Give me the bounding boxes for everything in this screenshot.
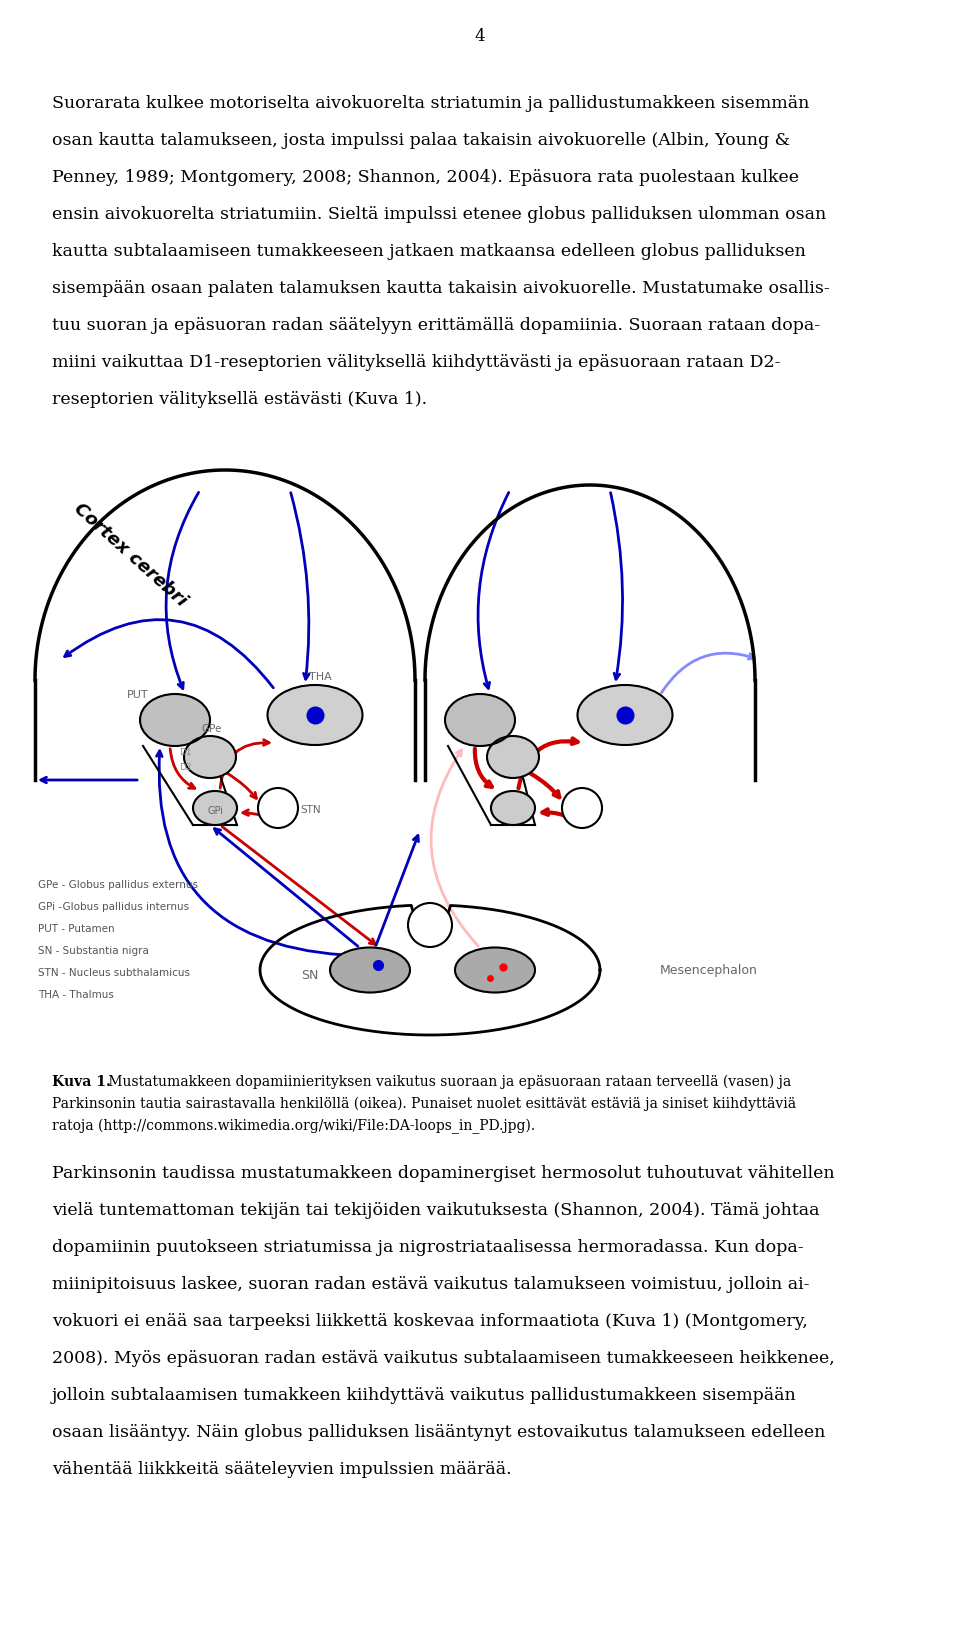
- Text: STN: STN: [300, 805, 321, 815]
- Text: vielä tuntemattoman tekijän tai tekijöiden vaikutuksesta (Shannon, 2004). Tämä j: vielä tuntemattoman tekijän tai tekijöid…: [52, 1202, 820, 1219]
- Text: Suorarata kulkee motoriselta aivokuorelta striatumin ja pallidustumakkeen sisemm: Suorarata kulkee motoriselta aivokuorelt…: [52, 94, 809, 112]
- Text: GPi: GPi: [207, 805, 223, 817]
- Text: 2008). Myös epäsuoran radan estävä vaikutus subtalaamiseen tumakkeeseen heikkene: 2008). Myös epäsuoran radan estävä vaiku…: [52, 1350, 835, 1367]
- Circle shape: [408, 903, 452, 947]
- Text: jolloin subtalaamisen tumakkeen kiihdyttävä vaikutus pallidustumakkeen sisempään: jolloin subtalaamisen tumakkeen kiihdytt…: [52, 1386, 797, 1404]
- Text: osan kautta talamukseen, josta impulssi palaa takaisin aivokuorelle (Albin, Youn: osan kautta talamukseen, josta impulssi …: [52, 132, 790, 150]
- Text: reseptorien välityksellä estävästi (Kuva 1).: reseptorien välityksellä estävästi (Kuva…: [52, 390, 427, 408]
- Text: GPe: GPe: [202, 724, 222, 734]
- Text: miinipitoisuus laskee, suoran radan estävä vaikutus talamukseen voimistuu, jollo: miinipitoisuus laskee, suoran radan estä…: [52, 1276, 809, 1293]
- Text: PUT: PUT: [127, 690, 149, 700]
- Ellipse shape: [184, 735, 236, 778]
- Text: GPe - Globus pallidus externus: GPe - Globus pallidus externus: [38, 880, 198, 890]
- Text: Parkinsonin taudissa mustatumakkeen dopaminergiset hermosolut tuhoutuvat vähitel: Parkinsonin taudissa mustatumakkeen dopa…: [52, 1165, 834, 1181]
- Text: tuu suoran ja epäsuoran radan säätelyyn erittämällä dopamiinia. Suoraan rataan d: tuu suoran ja epäsuoran radan säätelyyn …: [52, 317, 820, 334]
- Text: ratoja (http://commons.wikimedia.org/wiki/File:DA-loops_in_PD.jpg).: ratoja (http://commons.wikimedia.org/wik…: [52, 1119, 535, 1134]
- Ellipse shape: [193, 791, 237, 825]
- Circle shape: [562, 787, 602, 828]
- Text: 4: 4: [474, 28, 486, 46]
- Ellipse shape: [330, 947, 410, 992]
- Text: GPi -Globus pallidus internus: GPi -Globus pallidus internus: [38, 901, 189, 913]
- Text: PUT - Putamen: PUT - Putamen: [38, 924, 114, 934]
- Ellipse shape: [455, 947, 535, 992]
- Text: vokuori ei enää saa tarpeeksi liikkettä koskevaa informaatiota (Kuva 1) (Montgom: vokuori ei enää saa tarpeeksi liikkettä …: [52, 1313, 808, 1329]
- Text: Kuva 1.: Kuva 1.: [52, 1075, 110, 1088]
- Ellipse shape: [268, 685, 363, 745]
- Text: ensin aivokuorelta striatumiin. Sieltä impulssi etenee globus palliduksen ulomma: ensin aivokuorelta striatumiin. Sieltä i…: [52, 207, 827, 223]
- Text: STN - Nucleus subthalamicus: STN - Nucleus subthalamicus: [38, 968, 190, 978]
- Ellipse shape: [487, 735, 539, 778]
- Text: SN - Substantia nigra: SN - Substantia nigra: [38, 945, 149, 957]
- Text: Mesencephalon: Mesencephalon: [660, 963, 757, 976]
- Text: Penney, 1989; Montgomery, 2008; Shannon, 2004). Epäsuora rata puolestaan kulkee: Penney, 1989; Montgomery, 2008; Shannon,…: [52, 169, 799, 185]
- Text: sisempään osaan palaten talamuksen kautta takaisin aivokuorelle. Mustatumake osa: sisempään osaan palaten talamuksen kautt…: [52, 280, 829, 298]
- Text: Mustatumakkeen dopamiinierityksen vaikutus suoraan ja epäsuoraan rataan terveell: Mustatumakkeen dopamiinierityksen vaikut…: [104, 1075, 791, 1090]
- Text: D2: D2: [179, 763, 191, 771]
- Ellipse shape: [491, 791, 535, 825]
- Ellipse shape: [578, 685, 673, 745]
- Text: dopamiinin puutokseen striatumissa ja nigrostriataalisessa hermoradassa. Kun dop: dopamiinin puutokseen striatumissa ja ni…: [52, 1240, 804, 1256]
- Text: THA - Thalmus: THA - Thalmus: [38, 989, 114, 1001]
- Text: miini vaikuttaa D1-reseptorien välityksellä kiihdyttävästi ja epäsuoraan rataan : miini vaikuttaa D1-reseptorien välitykse…: [52, 355, 780, 371]
- Text: SN: SN: [301, 968, 319, 981]
- Circle shape: [258, 787, 298, 828]
- Text: Cortex cerebri: Cortex cerebri: [70, 499, 190, 610]
- Text: D1: D1: [179, 747, 191, 757]
- Ellipse shape: [445, 695, 515, 747]
- Ellipse shape: [140, 695, 210, 747]
- Text: vähentää liikkkeitä sääteleyvien impulssien määrää.: vähentää liikkkeitä sääteleyvien impulss…: [52, 1461, 512, 1477]
- Text: Parkinsonin tautia sairastavalla henkilöllä (oikea). Punaiset nuolet esittävät e: Parkinsonin tautia sairastavalla henkilö…: [52, 1097, 796, 1111]
- Text: THA: THA: [308, 672, 331, 682]
- Text: osaan lisääntyy. Näin globus palliduksen lisääntynyt estovaikutus talamukseen ed: osaan lisääntyy. Näin globus palliduksen…: [52, 1424, 826, 1442]
- Text: kautta subtalaamiseen tumakkeeseen jatkaen matkaansa edelleen globus palliduksen: kautta subtalaamiseen tumakkeeseen jatka…: [52, 242, 805, 260]
